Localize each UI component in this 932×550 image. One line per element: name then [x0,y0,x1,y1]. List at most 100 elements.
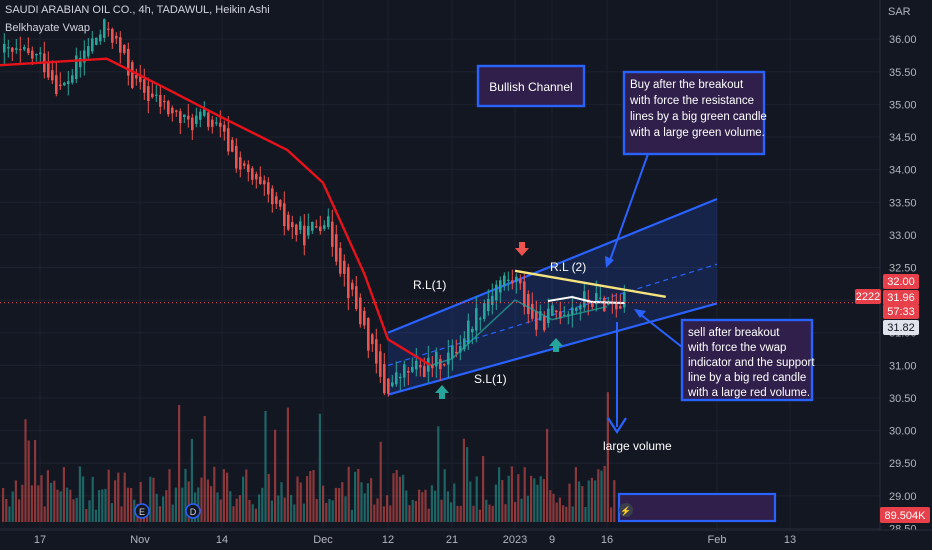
volume-bar [504,504,507,522]
candle-body [219,122,222,127]
candle-body [51,70,54,81]
candle-body [71,75,74,83]
volume-bar [482,456,485,522]
volume-bar [450,502,453,522]
candle-body [551,305,554,316]
volume-bar [123,472,126,522]
volume-bar [40,475,43,522]
volume-bar [178,405,181,522]
volume-bar [520,498,523,522]
candle-body [555,310,558,313]
candle-body [11,47,14,52]
candle-body [479,318,482,320]
candle-body [535,311,538,330]
sl1-label: S.L(1) [474,372,507,386]
candle-body [23,46,26,50]
volume-bar [280,482,283,522]
symbol-legend[interactable]: SAUDI ARABIAN OIL CO., 4h, TADAWUL, Heik… [5,4,270,16]
volume-bar [238,495,241,522]
event-d-badge [185,503,201,519]
volume-bar [120,506,123,522]
rl2-label: R.L (2) [550,260,586,274]
volume-bar [254,508,257,522]
bullish-channel-fill [388,198,717,395]
candle-body [547,308,550,324]
candle-body [359,297,362,325]
volume-bar [248,499,251,522]
volume-bar [498,467,501,522]
y-tick-label: 33.00 [889,230,917,242]
candle-body [343,260,346,274]
candle-body [55,75,58,94]
candle-body [135,75,138,79]
volume-bar [114,480,117,522]
volume-bar [587,480,590,522]
volume-bar [331,500,334,522]
candle-body [567,314,570,316]
volume-bar [488,504,491,522]
x-tick-label: 21 [446,534,458,546]
candle-body [119,37,122,53]
candle-body [475,308,478,331]
volume-bar [46,470,49,522]
countdown-badge: 57:33 [887,306,915,318]
y-tick-label: 29.50 [889,458,917,470]
volume-bar [466,447,469,522]
candle-body [371,334,374,345]
volume-bar [597,469,600,522]
candle-body [215,122,218,124]
candle-body [79,57,82,68]
x-tick-label: Feb [708,534,727,546]
lower-price-badge: 31.82 [887,322,915,334]
volume-bar [171,504,174,522]
candle-body [299,221,302,230]
volume-bar [322,485,325,522]
candle-body [463,338,466,350]
volume-bar [590,477,593,522]
volume-bar [274,429,277,522]
volume-bar [360,482,363,522]
channel-lower-line [387,302,718,396]
candle-body [483,303,486,319]
volume-bar [389,505,392,522]
candle-body [15,48,18,50]
candle-body [531,303,534,319]
volume-bar [549,490,552,522]
top-arrow-marker [515,242,529,256]
vwap-line [0,57,432,367]
volume-bar [251,504,254,522]
bounce-arrow-marker [549,338,563,352]
volume-bar [18,499,21,522]
buy-pointer-line [608,153,649,264]
candle-body [227,128,230,152]
volume-bar [56,489,59,522]
volume-bar [53,480,56,522]
volume-bar [264,410,267,522]
candle-body [59,84,62,87]
candle-body [591,301,594,307]
candle-body [503,275,506,287]
candle-body [527,293,530,314]
y-tick-label: 32.50 [889,263,917,275]
volume-bar [494,484,497,522]
volume-bar [139,481,142,522]
candle-body [203,109,206,116]
candle-body [615,303,618,310]
volume-bar [523,467,526,522]
volume-bar [347,466,350,522]
volume-bar [200,477,203,522]
volume-bar [158,506,161,522]
candle-body [507,279,510,281]
candle-body [287,214,290,230]
volume-bar [261,487,264,522]
volume-bar [379,441,382,522]
volume-bar [277,495,280,522]
lightning-icon: ⚡ [620,505,631,517]
candle-body [447,352,450,365]
volume-bar [75,497,78,522]
indicator-legend[interactable]: Belkhayate Vwap [5,22,90,34]
volume-bar [206,479,209,522]
volume-bar [478,509,481,522]
